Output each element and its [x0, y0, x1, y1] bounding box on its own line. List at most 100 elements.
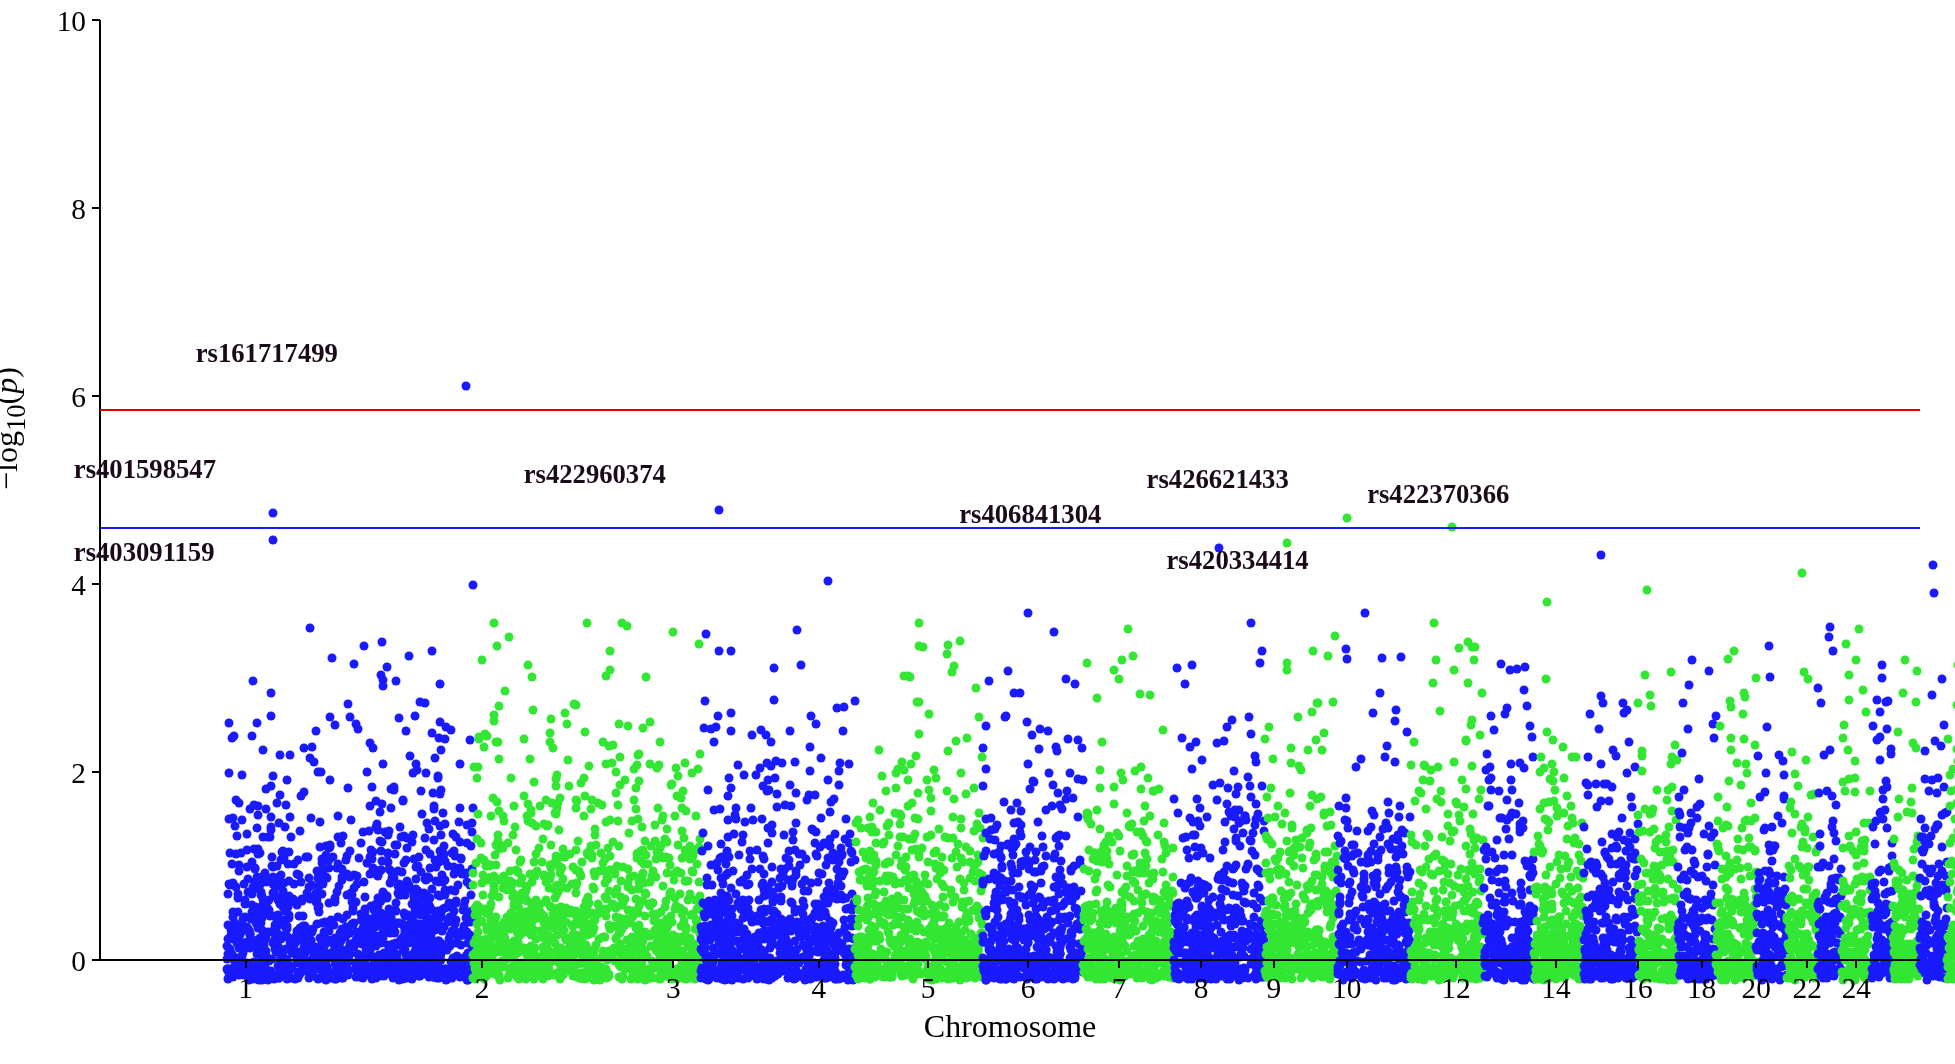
data-point — [1313, 794, 1322, 803]
data-point — [1690, 857, 1699, 866]
data-point — [836, 891, 845, 900]
data-point — [405, 938, 414, 947]
data-point — [1421, 762, 1430, 771]
data-point — [786, 780, 795, 789]
data-point — [808, 824, 817, 833]
data-point — [1381, 752, 1390, 761]
data-point — [1946, 787, 1955, 796]
data-point — [1376, 846, 1385, 855]
data-point — [978, 877, 987, 886]
data-point — [1111, 948, 1120, 957]
data-point — [510, 822, 519, 831]
data-point — [1186, 873, 1195, 882]
data-point — [1162, 849, 1171, 858]
data-point — [1347, 887, 1356, 896]
data-point — [1515, 926, 1524, 935]
data-point — [1690, 937, 1699, 946]
data-point — [881, 897, 890, 906]
x-tick — [1027, 960, 1029, 968]
data-point — [597, 801, 606, 810]
data-point — [1297, 853, 1306, 862]
data-point — [759, 851, 768, 860]
data-point — [1281, 808, 1290, 817]
data-point — [978, 782, 987, 791]
data-point — [523, 882, 532, 891]
data-point — [1035, 724, 1044, 733]
data-point — [1681, 824, 1690, 833]
snp-label: rs161717499 — [196, 338, 338, 369]
data-point — [1548, 735, 1557, 744]
data-point — [1838, 902, 1847, 911]
data-point — [1456, 864, 1465, 873]
data-point — [496, 961, 505, 970]
data-point — [1760, 824, 1769, 833]
data-point — [1567, 943, 1576, 952]
data-point — [1860, 819, 1869, 828]
data-point — [904, 904, 913, 913]
data-point — [1531, 965, 1540, 974]
data-point — [257, 907, 266, 916]
data-point — [1903, 876, 1912, 885]
data-point — [1348, 914, 1357, 923]
data-point — [1028, 730, 1037, 739]
data-point — [972, 858, 981, 867]
data-point — [1381, 935, 1390, 944]
data-point — [1426, 928, 1435, 937]
data-point — [1742, 949, 1751, 958]
data-point — [1466, 829, 1475, 838]
data-point — [312, 727, 321, 736]
data-point — [627, 974, 636, 983]
data-point — [418, 926, 427, 935]
data-point — [1286, 846, 1295, 855]
data-point — [364, 826, 373, 835]
data-point — [868, 928, 877, 937]
data-point — [714, 647, 723, 656]
data-point — [1753, 929, 1762, 938]
data-point — [1225, 904, 1234, 913]
data-point — [1883, 823, 1892, 832]
data-point — [1602, 852, 1611, 861]
data-point — [1124, 625, 1133, 634]
data-point — [579, 922, 588, 931]
data-point — [1637, 767, 1646, 776]
x-tick-label: 9 — [1267, 972, 1282, 1005]
data-point — [612, 767, 621, 776]
data-point — [1594, 725, 1603, 734]
data-point — [953, 862, 962, 871]
data-point — [792, 923, 801, 932]
data-point — [455, 760, 464, 769]
data-point — [1547, 760, 1556, 769]
data-point — [1730, 647, 1739, 656]
data-point — [767, 940, 776, 949]
data-point — [1799, 884, 1808, 893]
data-point — [289, 894, 298, 903]
data-point — [1240, 898, 1249, 907]
data-point — [513, 926, 522, 935]
data-point — [982, 975, 991, 984]
data-point — [1307, 707, 1316, 716]
data-point — [978, 753, 987, 762]
data-point — [286, 812, 295, 821]
data-point — [1431, 656, 1440, 665]
data-point — [312, 867, 321, 876]
data-point — [572, 846, 581, 855]
data-point — [1466, 941, 1475, 950]
data-point — [724, 917, 733, 926]
data-point — [769, 919, 778, 928]
data-point — [1550, 786, 1559, 795]
data-point — [1501, 877, 1510, 886]
data-point — [1366, 822, 1375, 831]
data-point — [1946, 937, 1955, 946]
data-point — [1127, 961, 1136, 970]
data-point — [1169, 794, 1178, 803]
data-point — [865, 974, 874, 983]
data-point — [224, 967, 233, 976]
data-point — [313, 945, 322, 954]
data-point — [491, 738, 500, 747]
data-point — [820, 838, 829, 847]
data-point — [1666, 667, 1675, 676]
data-point — [1844, 695, 1853, 704]
data-point — [636, 846, 645, 855]
data-point — [571, 946, 580, 955]
data-point — [1584, 790, 1593, 799]
